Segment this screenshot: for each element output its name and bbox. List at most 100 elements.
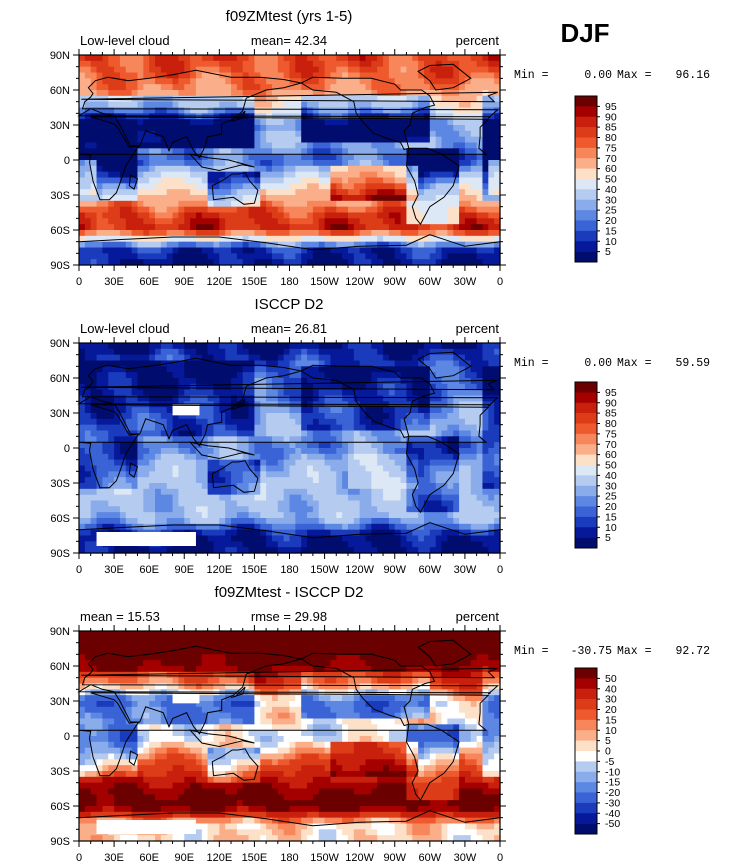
heatmap-cell <box>225 407 232 414</box>
heatmap-cell <box>418 195 425 202</box>
heatmap-cell <box>79 113 86 120</box>
heatmap-cell <box>377 259 384 266</box>
heatmap-cell <box>190 518 197 525</box>
heatmap-cell <box>231 230 238 237</box>
heatmap-cell <box>102 136 109 144</box>
heatmap-cell <box>476 465 484 472</box>
heatmap-cell <box>383 383 390 391</box>
heatmap-cell <box>482 366 489 373</box>
heatmap-cell <box>435 165 443 173</box>
heatmap-cell <box>307 148 314 155</box>
heatmap-cell <box>435 477 443 484</box>
heatmap-cell <box>160 212 168 219</box>
heatmap-cell <box>412 224 419 231</box>
heatmap-cell <box>301 171 308 179</box>
heatmap-cell <box>271 442 279 449</box>
heatmap-cell <box>108 90 115 97</box>
heatmap-cell <box>289 436 296 443</box>
heatmap-cell <box>342 253 349 260</box>
heatmap-cell <box>248 60 256 68</box>
heatmap-cell <box>347 195 355 202</box>
heatmap-cell <box>96 148 103 155</box>
heatmap-cell <box>289 360 296 367</box>
heatmap-cell <box>195 471 203 478</box>
heatmap-cell <box>301 66 308 74</box>
heatmap-cell <box>195 165 203 173</box>
heatmap-cell <box>412 66 419 74</box>
heatmap-cell <box>84 424 92 432</box>
heatmap-cell <box>79 413 86 420</box>
heatmap-cell <box>137 413 144 420</box>
heatmap-cell <box>470 259 478 266</box>
heatmap-cell <box>488 488 495 496</box>
heatmap-cell <box>201 348 209 356</box>
heatmap-cell <box>470 165 478 173</box>
heatmap-cell <box>172 453 180 461</box>
heatmap-cell <box>336 500 343 507</box>
heatmap-cell <box>289 343 296 350</box>
heatmap-cell <box>359 459 367 467</box>
heatmap-cell <box>231 60 238 68</box>
heatmap-cell <box>149 518 156 525</box>
heatmap-cell <box>143 119 150 126</box>
heatmap-cell <box>324 206 332 214</box>
heatmap-cell <box>295 90 302 97</box>
heatmap-cell <box>324 130 332 138</box>
heatmap-cell <box>125 366 133 373</box>
heatmap-cell <box>494 195 501 202</box>
heatmap-cell <box>307 200 314 208</box>
heatmap-cell <box>190 165 197 173</box>
heatmap-cell <box>172 253 180 260</box>
heatmap-cell <box>347 224 355 231</box>
heatmap-cell <box>178 343 185 350</box>
x-tick-label: 60W <box>419 276 442 288</box>
heatmap-cell <box>84 354 92 362</box>
heatmap-cell <box>149 160 156 167</box>
heatmap-cell <box>418 130 425 138</box>
heatmap-cell <box>114 78 121 85</box>
heatmap-cell <box>166 366 174 373</box>
heatmap-cell <box>336 183 343 190</box>
heatmap-cell <box>190 95 197 103</box>
heatmap-cell <box>476 494 484 502</box>
heatmap-cell <box>418 247 425 254</box>
heatmap-cell <box>114 442 121 449</box>
heatmap-cell <box>429 366 437 373</box>
heatmap-cell <box>418 483 425 490</box>
heatmap-cell <box>371 72 378 79</box>
heatmap-cell <box>160 253 168 260</box>
heatmap-cell <box>330 107 337 114</box>
heatmap-cell <box>429 354 437 362</box>
heatmap-cell <box>324 430 332 437</box>
heatmap-cell <box>406 136 413 144</box>
heatmap-cell <box>178 78 185 85</box>
heatmap-cell <box>412 430 419 437</box>
heatmap-cell <box>277 72 285 79</box>
heatmap-cell <box>494 418 501 426</box>
heatmap-cell <box>207 101 215 109</box>
heatmap-cell <box>242 424 250 432</box>
heatmap-cell <box>260 378 267 385</box>
heatmap-cell <box>213 494 220 502</box>
heatmap-cell <box>137 459 144 467</box>
heatmap-cell <box>482 142 489 149</box>
heatmap-cell <box>488 360 495 367</box>
heatmap-cell <box>248 483 256 490</box>
heatmap-cell <box>429 78 437 85</box>
heatmap-cell <box>143 383 150 391</box>
heatmap-cell <box>353 389 361 397</box>
heatmap-cell <box>283 448 291 455</box>
heatmap-cell <box>418 430 425 437</box>
heatmap-cell <box>219 95 226 103</box>
colorbar-swatch <box>575 210 597 221</box>
heatmap-cell <box>178 171 185 179</box>
heatmap-cell <box>301 395 308 402</box>
heatmap-cell <box>441 218 448 225</box>
heatmap-cell <box>412 84 419 91</box>
heatmap-cell <box>79 448 86 455</box>
heatmap-cell <box>260 383 267 391</box>
heatmap-cell <box>307 378 314 385</box>
heatmap-cell <box>435 494 443 502</box>
heatmap-cell <box>137 500 144 507</box>
heatmap-cell <box>119 78 127 85</box>
